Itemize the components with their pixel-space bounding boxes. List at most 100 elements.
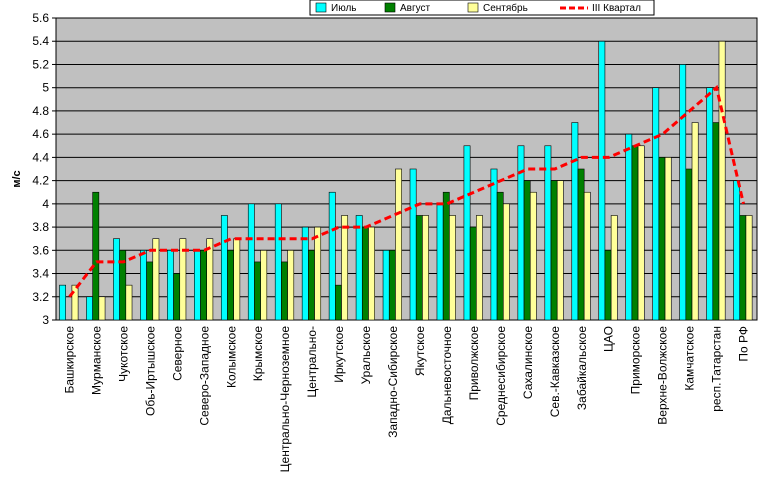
bar <box>59 284 66 321</box>
bar <box>233 238 241 321</box>
bar <box>152 238 160 321</box>
bar <box>502 203 510 321</box>
bar <box>274 203 282 321</box>
x-tick-label: Забайкальское <box>575 326 589 410</box>
x-tick-label: Камчатское <box>683 326 697 391</box>
bar <box>140 250 147 321</box>
y-tick-label: 3.8 <box>32 220 49 234</box>
legend-label: Июль <box>331 3 357 14</box>
x-tick-label: Центрально-Черноземное <box>278 326 292 473</box>
y-tick-label: 5.2 <box>32 57 49 71</box>
bar <box>544 145 552 321</box>
bar <box>598 40 606 321</box>
bar <box>733 180 741 321</box>
legend-box <box>309 0 655 16</box>
bar <box>577 168 585 321</box>
bar <box>550 180 558 321</box>
x-tick-label: Мурманское <box>89 326 103 395</box>
bar <box>631 145 639 321</box>
bar <box>469 226 477 321</box>
bar <box>476 215 483 321</box>
bar <box>685 168 693 321</box>
x-tick-label: респ.Татарстан <box>710 326 724 412</box>
x-tick-label: ЦАО <box>602 326 616 352</box>
bar <box>247 203 255 321</box>
bar <box>583 191 591 321</box>
legend-swatch <box>467 2 479 13</box>
x-tick-label: Северо-Западное <box>197 326 211 426</box>
bar <box>167 250 174 321</box>
bar <box>314 226 322 321</box>
bar <box>571 122 579 321</box>
y-tick-label: 4.6 <box>32 127 49 141</box>
bar <box>691 122 699 321</box>
x-tick-label: Иркутское <box>332 326 346 383</box>
bar <box>556 180 564 321</box>
x-tick-label: Чукотское <box>116 326 130 382</box>
x-tick-label: Приволжское <box>467 326 481 401</box>
bar <box>179 238 187 321</box>
x-tick-label: Крымское <box>251 326 265 382</box>
y-axis-label: м/с <box>11 170 23 187</box>
x-tick-label: Северное <box>170 326 184 381</box>
x-tick-label: Сев.-Кавказское <box>548 326 562 418</box>
bar <box>442 191 450 321</box>
x-tick-label: Сахалинское <box>521 326 535 399</box>
y-tick-label: 5.6 <box>32 11 49 25</box>
bar <box>523 180 531 321</box>
bar <box>368 226 375 321</box>
bar <box>529 191 537 321</box>
legend-label: Сентябрь <box>483 2 528 14</box>
bar <box>355 215 363 321</box>
bar <box>281 261 288 321</box>
legend-swatch <box>315 2 327 13</box>
legend-label: Август <box>400 3 431 14</box>
bar <box>490 168 498 321</box>
plot-area <box>55 17 758 321</box>
y-tick-label: 5.4 <box>32 34 49 48</box>
legend-label: III Квартал <box>592 3 641 14</box>
bar <box>610 215 618 321</box>
bar <box>335 284 342 321</box>
bar <box>652 87 660 321</box>
bar <box>496 191 504 321</box>
x-tick-label: Якутское <box>413 326 427 376</box>
bar <box>409 168 417 321</box>
bar <box>382 250 390 321</box>
bar <box>604 250 612 321</box>
bar <box>287 250 295 321</box>
bar <box>125 284 133 321</box>
x-tick-label: Западно-Сибирское <box>386 326 400 438</box>
bar <box>341 215 349 321</box>
bar <box>395 168 402 321</box>
bar <box>415 215 423 321</box>
bar <box>436 203 444 321</box>
bar <box>449 215 456 321</box>
x-tick-label: Колымское <box>224 326 238 388</box>
bar <box>301 226 309 321</box>
bar <box>194 250 201 321</box>
bar <box>739 215 747 321</box>
y-tick-label: 4 <box>42 197 49 211</box>
x-tick-label: Уральское <box>359 326 373 385</box>
bar <box>679 64 687 321</box>
y-axis: 3 3.2 3.4 3.6 3.8 4 4.2 4.4 4.6 4.8 5 5.2 5.4 5.6 <box>32 11 56 327</box>
bar <box>98 296 106 321</box>
bar <box>308 250 315 321</box>
bar <box>422 215 429 321</box>
legend: Июль Август Сентябрь III Квартал <box>309 0 655 16</box>
y-tick-label: 4.2 <box>32 174 49 188</box>
bar <box>206 238 214 321</box>
bars <box>59 40 753 321</box>
bar <box>227 250 234 321</box>
y-tick-label: 3.4 <box>32 267 49 281</box>
bar <box>71 284 79 321</box>
y-tick-label: 4.8 <box>32 104 49 118</box>
y-tick-label: 3.6 <box>32 243 49 257</box>
bar <box>664 157 672 321</box>
bar <box>260 250 268 321</box>
bar <box>200 250 208 321</box>
quarter-line <box>68 84 745 298</box>
bar <box>712 122 720 321</box>
